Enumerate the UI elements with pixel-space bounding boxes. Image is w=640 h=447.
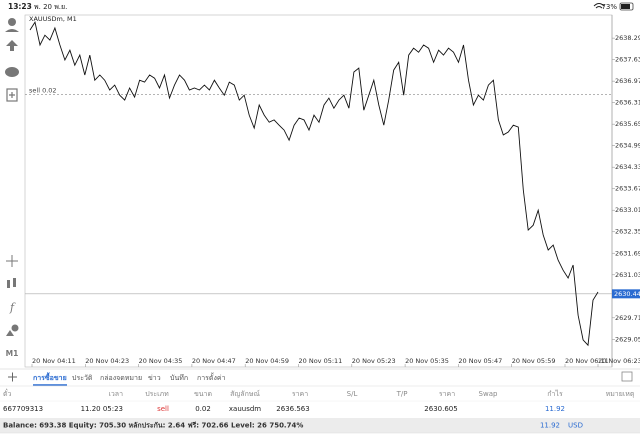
y-tick-label: 2635.650 bbox=[615, 120, 640, 128]
column-header: S/L bbox=[347, 390, 358, 398]
crosshair-icon[interactable] bbox=[6, 255, 18, 267]
x-tick-label: 20 Nov 04:35 bbox=[139, 357, 183, 365]
y-tick-label: 2637.630 bbox=[615, 56, 640, 64]
cell-profit: 11.92 bbox=[545, 405, 565, 413]
x-tick-label: 20 Nov 04:23 bbox=[85, 357, 129, 365]
tab[interactable]: ประวัติ bbox=[72, 374, 93, 382]
tab[interactable]: ข่าว bbox=[148, 374, 161, 382]
trade-table: ตั๋ว เวลา ประเภท ขนาด สัญลักษณ์ ราคา S/L T/P ราค… bbox=[0, 389, 640, 413]
price-line bbox=[29, 21, 599, 347]
column-header: ตั๋ว bbox=[3, 389, 12, 398]
plot: 2638.290 2637.630 2636.970 2636.310 2635.650… bbox=[25, 21, 640, 367]
cell-type: sell bbox=[157, 405, 169, 413]
column-header: ราคา bbox=[292, 390, 308, 398]
summary-bar bbox=[0, 418, 640, 433]
x-tick-label: 20 Nov 04:59 bbox=[245, 357, 289, 365]
battery-level bbox=[621, 4, 630, 9]
account-icon-body[interactable] bbox=[5, 29, 19, 32]
y-tick-label: 2629.050 bbox=[615, 335, 640, 343]
y-tick-label: 2638.290 bbox=[615, 34, 640, 42]
battery-icon bbox=[619, 2, 634, 11]
x-tick-label: 20 Nov 05:35 bbox=[405, 357, 449, 365]
x-tick-label: 20 Nov 05:11 bbox=[299, 357, 343, 365]
cell-symbol: xauusdm bbox=[229, 405, 261, 413]
x-tick-label: 20 Nov 05:23 bbox=[352, 357, 396, 365]
y-tick-label: 2631.030 bbox=[615, 271, 640, 279]
status-date: พ. 20 พ.ย. bbox=[34, 3, 67, 11]
column-header: ราคา bbox=[439, 390, 455, 398]
y-tick-label: 2634.990 bbox=[615, 142, 640, 150]
column-header: ประเภท bbox=[145, 390, 169, 398]
chart-type-icon[interactable] bbox=[7, 280, 10, 288]
bid-label-box bbox=[612, 289, 640, 299]
trade-icon[interactable] bbox=[6, 40, 18, 51]
y-tick-label: 2631.690 bbox=[615, 249, 640, 257]
y-tick-label: 2632.350 bbox=[615, 228, 640, 236]
column-header: ขนาด bbox=[194, 390, 212, 398]
column-header: T/P bbox=[396, 390, 408, 398]
cell-time: 11.20 05:23 bbox=[81, 405, 123, 413]
y-tick-label: 2629.710 bbox=[615, 314, 640, 322]
y-tick-label: 2633.670 bbox=[615, 185, 640, 193]
column-header: เวลา bbox=[108, 390, 123, 398]
y-tick-label: 2636.970 bbox=[615, 77, 640, 85]
column-header: Swap bbox=[479, 390, 498, 398]
x-tick-label: 20 Nov 05:47 bbox=[458, 357, 502, 365]
objects-icon[interactable] bbox=[11, 324, 19, 332]
cell-open-price: 2636.563 bbox=[276, 405, 309, 413]
tab[interactable]: การซื้อขาย bbox=[33, 371, 67, 382]
y-tick-label: 2634.330 bbox=[615, 163, 640, 171]
toolbar: f M1 bbox=[5, 18, 19, 358]
status-time: 13:23 bbox=[8, 2, 32, 11]
new-chart-plus[interactable] bbox=[9, 92, 15, 98]
chart-title: XAUUSDm, M1 bbox=[29, 15, 77, 23]
tab[interactable]: การตั้งค่า bbox=[197, 371, 226, 382]
tab-bar: การซื้อขาย ประวัติ กล่องจดหมาย ข่าว บันทึก กา… bbox=[33, 371, 226, 386]
x-tick-label: 20 Nov 05:59 bbox=[512, 357, 556, 365]
account-icon[interactable] bbox=[8, 18, 16, 26]
indicators-icon[interactable]: f bbox=[9, 301, 16, 314]
expand-button[interactable] bbox=[621, 371, 633, 382]
x-tick-label: 20 Nov 06:11 bbox=[565, 357, 609, 365]
tab[interactable]: กล่องจดหมาย bbox=[100, 374, 142, 382]
new-chart-icon[interactable] bbox=[6, 88, 18, 102]
bid-label: 2630.445 bbox=[614, 290, 640, 298]
cell-volume: 0.02 bbox=[195, 405, 211, 413]
tab[interactable]: บันทึก bbox=[170, 373, 188, 382]
column-header: กำไร bbox=[547, 389, 563, 398]
summary-profit: 11.92 bbox=[540, 422, 560, 430]
x-tick-label: 20 Nov 06:23 bbox=[598, 357, 640, 365]
column-header: สัญลักษณ์ bbox=[230, 390, 260, 398]
summary-text: Balance: 693.38 Equity: 705.30 หลักประกั… bbox=[3, 422, 303, 430]
x-tick-label: 20 Nov 04:11 bbox=[32, 357, 76, 365]
objects-icon-2[interactable] bbox=[6, 330, 14, 336]
status-battery: 73% bbox=[601, 3, 617, 11]
y-tick-label: 2633.010 bbox=[615, 206, 640, 214]
chart-type-icon-2[interactable] bbox=[13, 278, 16, 287]
order-label: sell 0.02 bbox=[29, 86, 57, 94]
wifi-icon bbox=[593, 3, 605, 9]
timeframe-button[interactable]: M1 bbox=[6, 349, 19, 358]
column-header: หมายเหตุ bbox=[606, 390, 635, 398]
cell-price: 2630.605 bbox=[424, 405, 457, 413]
cell-ticket: 667709313 bbox=[3, 405, 43, 413]
chat-icon[interactable] bbox=[5, 67, 19, 77]
y-tick-label: 2636.310 bbox=[615, 99, 640, 107]
summary-currency: USD bbox=[568, 422, 583, 430]
add-button[interactable] bbox=[8, 372, 17, 382]
x-tick-label: 20 Nov 04:47 bbox=[192, 357, 236, 365]
